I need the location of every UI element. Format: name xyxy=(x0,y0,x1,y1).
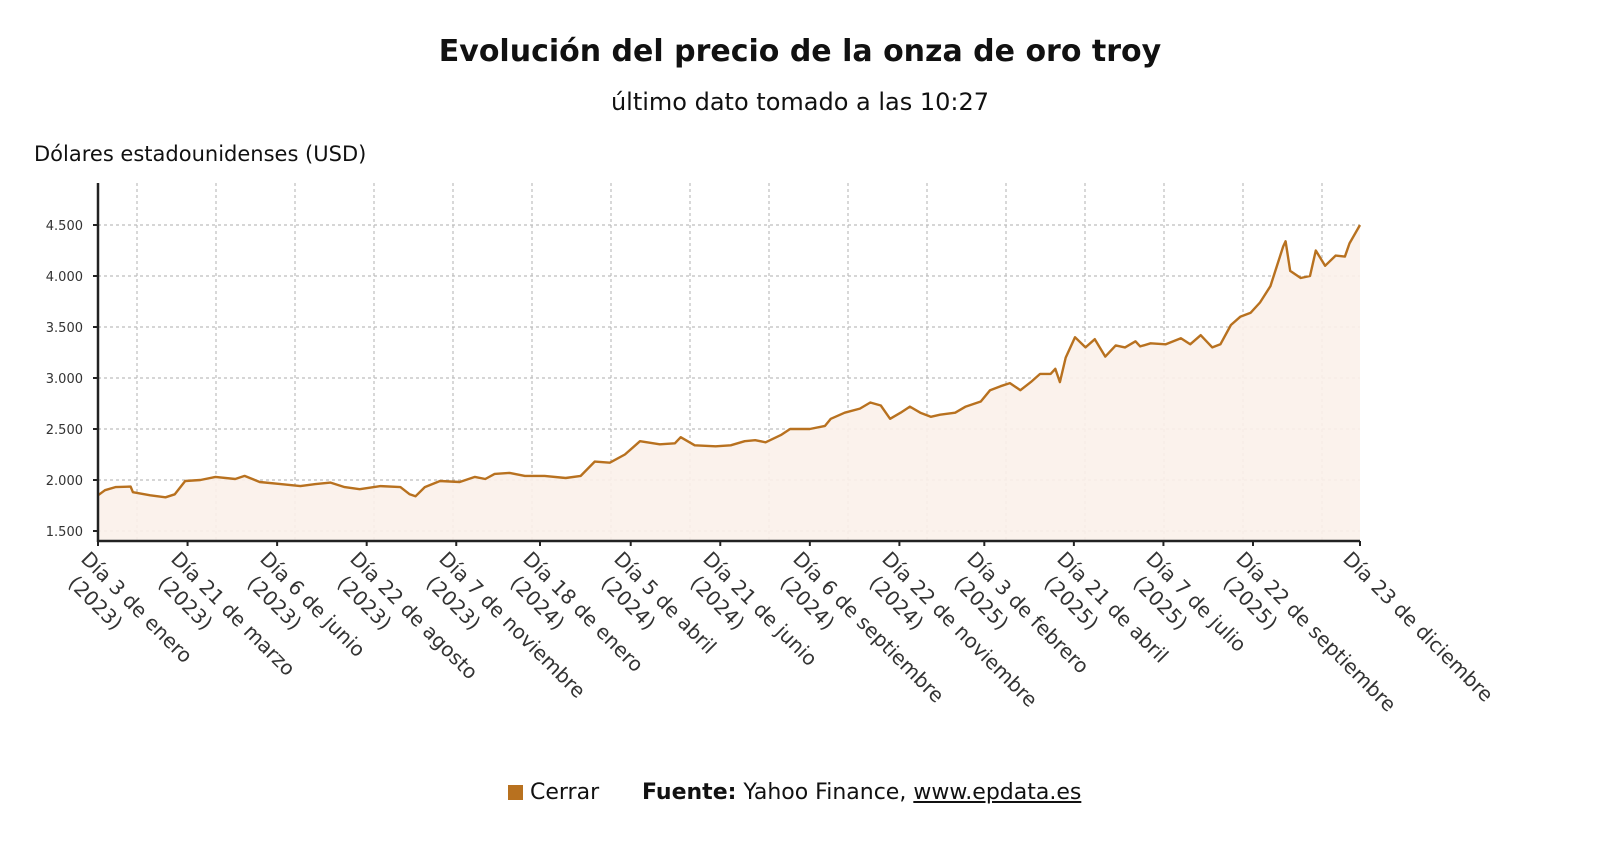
y-tick-label: 2.000 xyxy=(46,474,83,489)
series-area-cerrar xyxy=(98,225,1360,541)
legend[interactable]: Cerrar xyxy=(508,780,599,805)
chart-title: Evolución del precio de la onza de oro t… xyxy=(438,34,1162,69)
legend-label: Cerrar xyxy=(530,780,600,805)
y-tick-label: 1.500 xyxy=(46,525,83,540)
y-tick-label: 4.500 xyxy=(46,219,83,234)
source-text: Yahoo Finance, xyxy=(743,780,907,805)
chart-subtitle: último dato tomado a las 10:27 xyxy=(610,88,990,116)
legend-swatch xyxy=(508,785,523,800)
source-note: Fuente: Yahoo Finance, www.epdata.es xyxy=(642,780,1081,805)
y-tick-label: 4.000 xyxy=(46,270,83,285)
source-link[interactable]: www.epdata.es xyxy=(913,780,1082,805)
y-tick-label: 2.500 xyxy=(46,423,83,438)
y-axis-label: Dólares estadounidenses (USD) xyxy=(34,142,367,166)
y-tick-label: 3.000 xyxy=(46,372,83,387)
source-label: Fuente: xyxy=(642,780,737,805)
series-line-cerrar xyxy=(97,224,1362,499)
y-tick-label: 3.500 xyxy=(46,321,83,336)
